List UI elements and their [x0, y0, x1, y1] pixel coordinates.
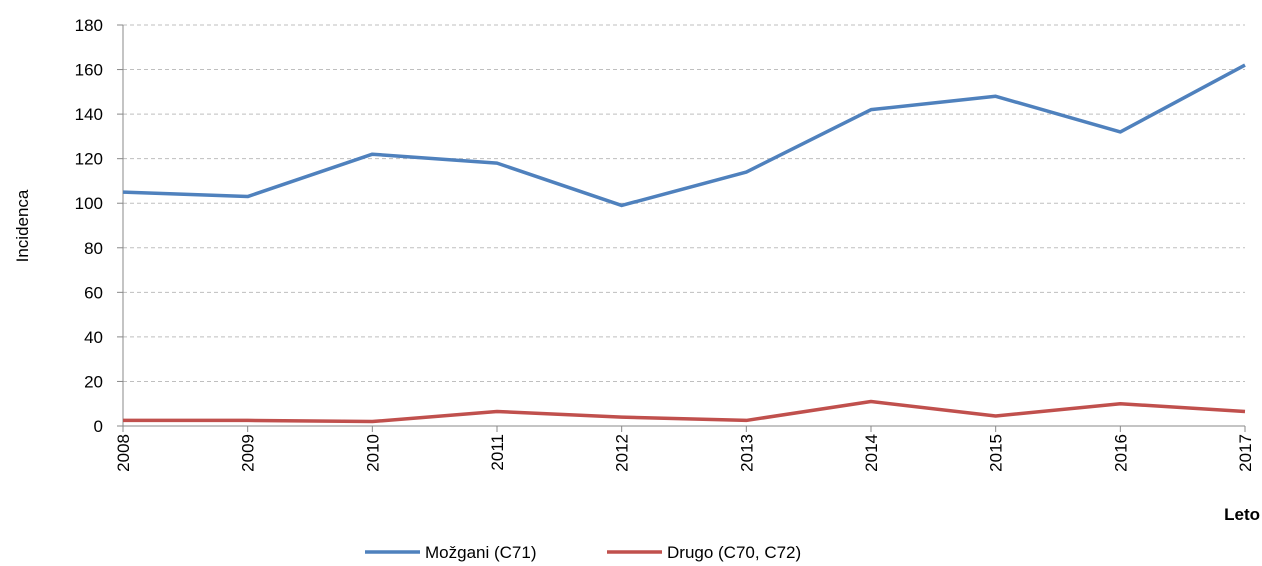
x-tick-label: 2013 [737, 434, 756, 472]
legend-label: Drugo (C70, C72) [667, 543, 801, 562]
series-line [123, 399, 1246, 424]
legend-label: Možgani (C71) [425, 543, 537, 562]
x-tick-label: 2012 [613, 434, 632, 472]
y-tick-label: 40 [84, 328, 103, 347]
y-tick-label: 120 [75, 150, 103, 169]
y-tick-label: 0 [94, 417, 103, 436]
x-tick-label: 2011 [488, 434, 507, 471]
x-axis-label: Leto [1224, 505, 1260, 524]
y-tick-label: 60 [84, 283, 103, 302]
y-tick-label: 20 [84, 372, 103, 391]
y-tick-label: 80 [84, 239, 103, 258]
x-tick-label: 2016 [1111, 434, 1130, 472]
x-tick-label: 2017 [1236, 434, 1255, 472]
y-tick-label: 140 [75, 105, 103, 124]
series-line [122, 63, 1246, 208]
x-tick-label: 2014 [862, 434, 881, 472]
y-tick-label: 160 [75, 61, 103, 80]
y-tick-label: 180 [75, 16, 103, 35]
y-axis-label: Incidenca [13, 189, 32, 262]
x-tick-label: 2010 [363, 434, 382, 472]
x-tick-label: 2015 [987, 434, 1006, 472]
x-tick-label: 2008 [114, 434, 133, 472]
x-tick-label: 2009 [239, 434, 258, 472]
y-tick-label: 100 [75, 194, 103, 213]
